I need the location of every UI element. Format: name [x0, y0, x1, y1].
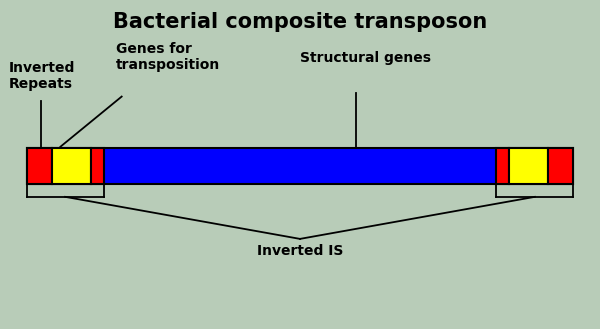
Bar	[26, 148, 52, 184]
Text: Inverted
Repeats: Inverted Repeats	[9, 61, 75, 91]
Bar	[91, 148, 104, 184]
Bar	[548, 148, 574, 184]
Text: Structural genes: Structural genes	[300, 51, 431, 65]
Bar	[496, 148, 509, 184]
Bar	[26, 148, 574, 184]
Bar	[509, 148, 548, 184]
Text: Bacterial composite transposon: Bacterial composite transposon	[113, 13, 487, 33]
Text: Genes for
transposition: Genes for transposition	[116, 41, 220, 72]
Bar	[52, 148, 91, 184]
Text: Inverted IS: Inverted IS	[257, 244, 343, 258]
